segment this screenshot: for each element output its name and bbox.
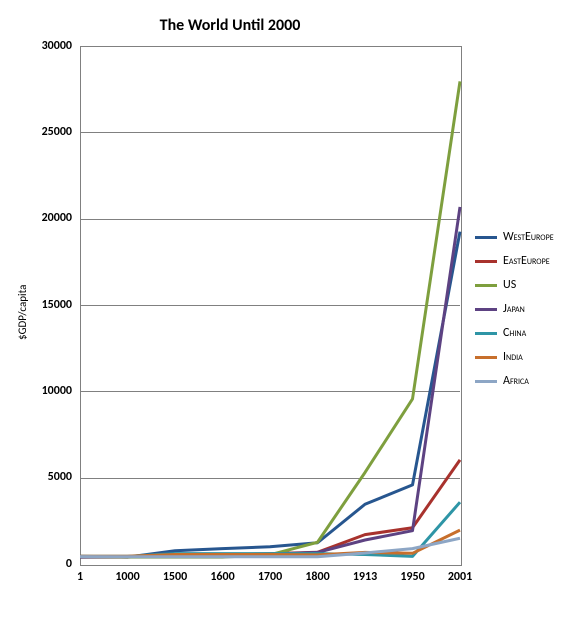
- legend-swatch: [475, 236, 497, 239]
- legend-swatch: [475, 332, 497, 335]
- x-tick-label: 1600: [198, 570, 248, 584]
- series-westeurope: [80, 232, 460, 557]
- x-tick-label: 1000: [103, 570, 153, 584]
- legend-item-easteurope: EastEurope: [475, 254, 554, 268]
- legend-item-japan: Japan: [475, 302, 554, 316]
- legend-label: India: [503, 350, 523, 364]
- legend-swatch: [475, 356, 497, 359]
- x-tick-label: 2001: [435, 570, 485, 584]
- series-japan: [80, 207, 460, 557]
- x-tick-label: 1950: [388, 570, 438, 584]
- x-tick-label: 1800: [293, 570, 343, 584]
- legend-item-china: China: [475, 326, 554, 340]
- gdp-chart: The World Until 2000 $GDP/capita WestEur…: [0, 0, 580, 617]
- legend-item-westeurope: WestEurope: [475, 230, 554, 244]
- legend-label: Africa: [503, 374, 529, 388]
- legend-label: EastEurope: [503, 254, 550, 268]
- x-tick-label: 1: [55, 570, 105, 584]
- x-tick-label: 1500: [150, 570, 200, 584]
- series-lines: [0, 0, 462, 566]
- legend-label: WestEurope: [503, 230, 554, 244]
- legend-label: China: [503, 326, 526, 340]
- legend-label: Japan: [503, 302, 525, 316]
- legend-swatch: [475, 260, 497, 263]
- x-tick-label: 1913: [340, 570, 390, 584]
- legend-swatch: [475, 380, 497, 383]
- legend-item-africa: Africa: [475, 374, 554, 388]
- x-tick-label: 1700: [245, 570, 295, 584]
- legend-item-us: US: [475, 278, 554, 292]
- legend: WestEurope EastEurope US Japan China India Afr…: [475, 230, 554, 398]
- series-us: [80, 81, 460, 557]
- legend-item-india: India: [475, 350, 554, 364]
- legend-swatch: [475, 284, 497, 287]
- series-easteurope: [80, 460, 460, 557]
- legend-label: US: [503, 278, 516, 292]
- legend-swatch: [475, 308, 497, 311]
